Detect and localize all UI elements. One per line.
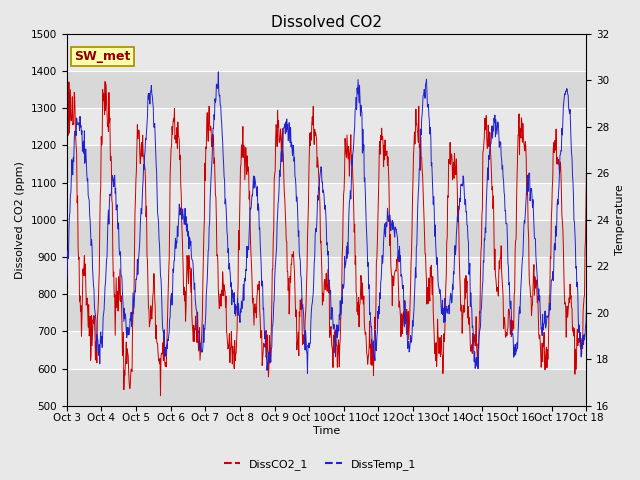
Bar [67,257,586,294]
Bar [67,145,586,183]
Bar [67,71,586,108]
Bar [67,369,586,406]
Legend: DissCO2_1, DissTemp_1: DissCO2_1, DissTemp_1 [220,455,420,474]
Bar [67,220,586,257]
Bar [67,183,586,220]
Bar [67,34,586,71]
Text: SW_met: SW_met [74,50,131,63]
Bar [67,331,586,369]
X-axis label: Time: Time [313,426,340,436]
Y-axis label: Temperature: Temperature [615,184,625,255]
Y-axis label: Dissolved CO2 (ppm): Dissolved CO2 (ppm) [15,161,25,279]
Title: Dissolved CO2: Dissolved CO2 [271,15,382,30]
Bar [67,294,586,331]
Bar [67,108,586,145]
